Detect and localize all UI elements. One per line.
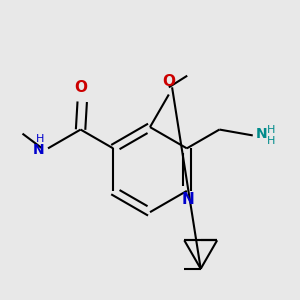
Text: H: H [267,136,275,146]
Text: O: O [74,80,87,95]
Text: O: O [162,74,175,88]
Text: H: H [267,124,275,134]
Text: N: N [256,127,268,141]
Text: N: N [33,143,45,157]
Text: H: H [36,134,45,144]
Text: N: N [182,192,195,207]
